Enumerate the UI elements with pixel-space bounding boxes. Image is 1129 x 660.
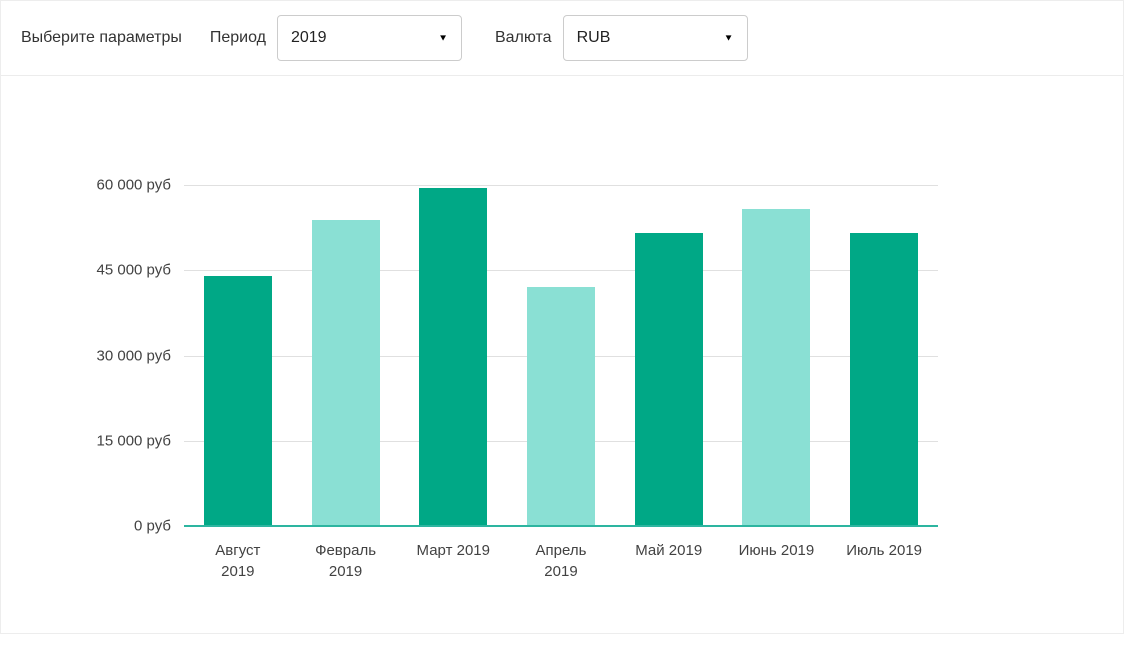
bar[interactable] [742,209,811,526]
dashboard-panel: Выберите параметры Период 2019 ▼ Валюта … [0,0,1124,634]
chart-plot: 60 000 руб 45 000 руб 30 000 руб 15 000 руб… [97,177,938,580]
period-select[interactable]: 2019 ▼ [276,15,462,61]
toolbar-title: Выберите параметры [21,29,182,46]
bar[interactable] [203,276,272,526]
x-axis-baseline [184,525,938,527]
bar[interactable] [419,188,488,526]
x-tick-label: Март 2019 [416,542,490,559]
bar[interactable] [850,233,919,526]
chevron-down-icon: ▼ [438,33,448,43]
bar[interactable] [527,287,595,526]
period-select-value: 2019 [290,29,327,46]
currency-select[interactable]: RUB ▼ [562,15,748,61]
x-tick-label: Май 2019 [635,542,703,559]
x-tick-label: Июнь 2019 [738,542,815,559]
y-tick-label: 0 руб [134,517,171,535]
y-tick-label: 45 000 руб [96,261,171,279]
bar[interactable] [311,220,380,526]
x-tick-label: Апрель 2019 [535,542,587,580]
x-tick-label: Август 2019 [215,542,261,580]
currency-select-value: RUB [576,29,611,46]
gridline [184,270,938,272]
chevron-down-icon: ▼ [723,33,734,43]
y-tick-label: 30 000 руб [96,347,171,364]
bar-chart: 60 000 руб 45 000 руб 30 000 руб 15 000 руб… [1,76,1123,633]
currency-label: Валюта [494,29,552,46]
period-label: Период [209,29,266,46]
parameters-toolbar: Выберите параметры Период 2019 ▼ Валюта … [1,1,1123,76]
y-tick-label: 60 000 руб [96,176,171,194]
x-tick-label: Февраль 2019 [315,542,377,580]
bar[interactable] [634,233,703,526]
y-tick-label: 15 000 руб [96,432,171,450]
x-tick-label: Июль 2019 [846,542,923,559]
gridline [184,185,938,186]
